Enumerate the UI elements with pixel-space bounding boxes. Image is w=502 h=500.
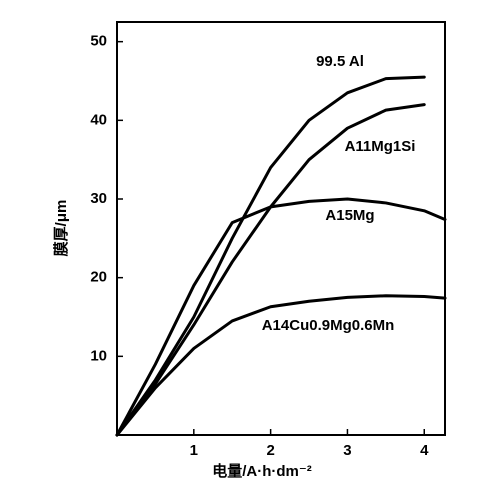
series-label: 99.5 Al <box>316 53 364 70</box>
y-tick-label: 10 <box>90 347 107 364</box>
y-tick-label: 20 <box>90 269 107 286</box>
x-tick-label: 4 <box>420 442 429 459</box>
y-tick-label: 40 <box>90 111 107 128</box>
y-tick-label: 50 <box>90 33 107 50</box>
x-tick-label: 3 <box>343 442 351 459</box>
series-label: A14Cu0.9Mg0.6Mn <box>262 317 395 334</box>
series-line <box>115 75 426 437</box>
x-axis-label: 电量/A·h·dm⁻² <box>212 462 312 480</box>
plot-frame <box>116 21 446 436</box>
y-tick-label: 30 <box>90 190 107 207</box>
series-line <box>115 197 447 437</box>
x-tick-label: 2 <box>266 442 274 459</box>
series-label: A11Mg1Si <box>345 138 416 155</box>
series-line <box>115 294 447 437</box>
y-axis-label: 膜厚/μm <box>52 200 70 257</box>
series-label: A15Mg <box>325 207 374 224</box>
x-tick-label: 1 <box>190 442 198 459</box>
